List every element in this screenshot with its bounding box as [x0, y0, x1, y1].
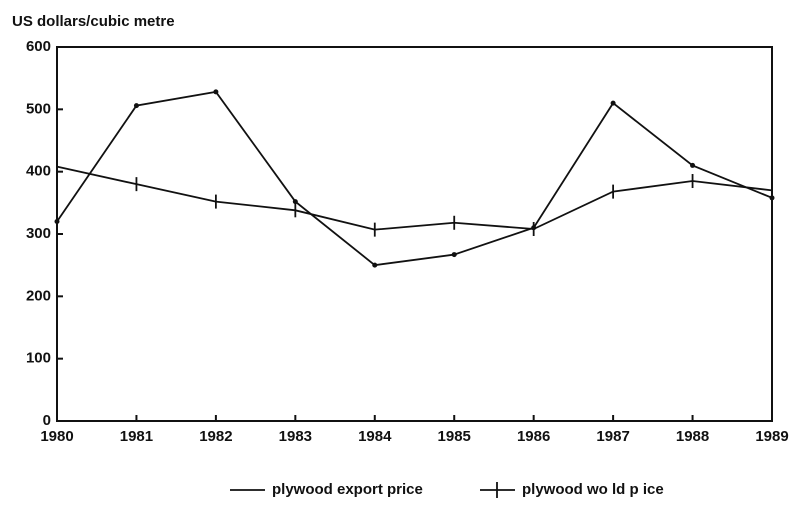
series-line: [56, 165, 773, 231]
x-tick-label: 1987: [596, 428, 629, 445]
y-tick-label: 500: [26, 100, 51, 117]
x-tick-label: 1981: [120, 428, 153, 445]
point-marker: [54, 219, 60, 225]
point-marker: [213, 89, 219, 95]
point-marker: [690, 162, 696, 168]
x-tick-label: 1982: [199, 428, 232, 445]
x-tick-label: 1985: [438, 428, 471, 445]
x-tick-label: 1988: [676, 428, 709, 445]
point-marker: [451, 252, 457, 258]
x-tick-label: 1983: [279, 428, 312, 445]
y-tick-label: 400: [26, 163, 51, 180]
y-tick-label: 100: [26, 350, 51, 367]
y-tick-label: 600: [26, 38, 51, 55]
point-marker: [610, 100, 616, 106]
y-axis-label: US dollars/cubic metre: [12, 13, 175, 30]
y-tick-label: 200: [26, 287, 51, 304]
point-marker: [292, 199, 298, 205]
legend-label: plywood export price: [272, 481, 423, 498]
point-marker: [133, 103, 139, 109]
point-marker: [769, 195, 775, 201]
y-tick-label: 300: [26, 225, 51, 242]
series-line: [56, 90, 773, 267]
legend-label: plywood wo ld p ice: [522, 481, 664, 498]
x-tick-label: 1986: [517, 428, 550, 445]
y-tick-label: 0: [43, 412, 51, 429]
plot-frame: [56, 46, 773, 422]
x-tick-label: 1984: [358, 428, 392, 445]
x-tick-label: 1980: [40, 428, 73, 445]
x-tick-label: 1989: [755, 428, 788, 445]
point-marker: [372, 262, 378, 268]
